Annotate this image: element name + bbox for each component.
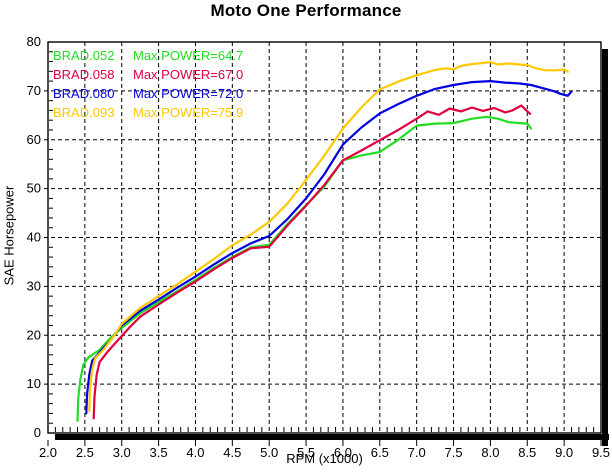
legend-run-name: BRAD.058 — [53, 67, 115, 82]
legend-run-name: BRAD.093 — [53, 105, 115, 120]
x-tick-label: 4.5 — [223, 445, 241, 460]
x-tick-label: 9.5 — [592, 445, 610, 460]
plot-border — [47, 41, 602, 434]
x-tick-label: 8.5 — [518, 445, 536, 460]
x-tick-label: 7.5 — [444, 445, 462, 460]
x-tick-label: 2.0 — [39, 445, 57, 460]
legend-item: BRAD.093 Max POWER=75.9 — [53, 103, 243, 122]
series-BRAD.093 — [88, 60, 569, 413]
x-tick-label: 7.0 — [408, 445, 426, 460]
y-tick-label: 80 — [27, 34, 41, 49]
legend-item: BRAD.058 Max POWER=67.0 — [53, 65, 243, 84]
y-tick-label: 30 — [27, 278, 41, 293]
legend-max-power: Max POWER=72.0 — [133, 86, 244, 101]
y-tick-label: 40 — [27, 230, 41, 245]
x-tick-label: 9.0 — [555, 445, 573, 460]
y-tick-label: 10 — [27, 376, 41, 391]
series-BRAD.052 — [76, 115, 533, 422]
axis-shadow-bottom — [55, 434, 609, 440]
x-tick-label: 3.5 — [150, 445, 168, 460]
x-tick-label: 6.0 — [334, 445, 352, 460]
y-tick-label: 20 — [27, 327, 41, 342]
y-tick-label: 50 — [27, 181, 41, 196]
legend-max-power: Max POWER=67.0 — [133, 67, 244, 82]
legend-item: BRAD.080 Max POWER=72.0 — [53, 84, 243, 103]
series-BRAD.058 — [92, 104, 532, 420]
y-axis-title: SAE Horsepower — [1, 185, 17, 286]
legend-max-power: Max POWER=75.9 — [133, 105, 244, 120]
y-tick-label: 60 — [27, 132, 41, 147]
legend-max-power: Max POWER=64.7 — [133, 48, 244, 63]
y-tick-label: 0 — [34, 425, 41, 440]
axis-shadow-right — [602, 49, 608, 446]
x-tick-label: 2.5 — [76, 445, 94, 460]
x-axis-title: RPM (x1000) — [286, 451, 363, 466]
x-tick-label: 3.0 — [113, 445, 131, 460]
y-tick-label: 70 — [27, 83, 41, 98]
legend-run-name: BRAD.052 — [53, 48, 115, 63]
x-tick-label: 6.5 — [371, 445, 389, 460]
x-tick-label: 4.0 — [186, 445, 204, 460]
legend: BRAD.052 Max POWER=64.7 BRAD.058 Max POWER… — [53, 46, 243, 122]
legend-run-name: BRAD.080 — [53, 86, 115, 101]
x-tick-label: 5.0 — [260, 445, 278, 460]
x-tick-label: 8.0 — [481, 445, 499, 460]
chart-title: Moto One Performance — [210, 1, 402, 20]
x-tick-label: 5.5 — [297, 445, 315, 460]
legend-item: BRAD.052 Max POWER=64.7 — [53, 46, 243, 65]
